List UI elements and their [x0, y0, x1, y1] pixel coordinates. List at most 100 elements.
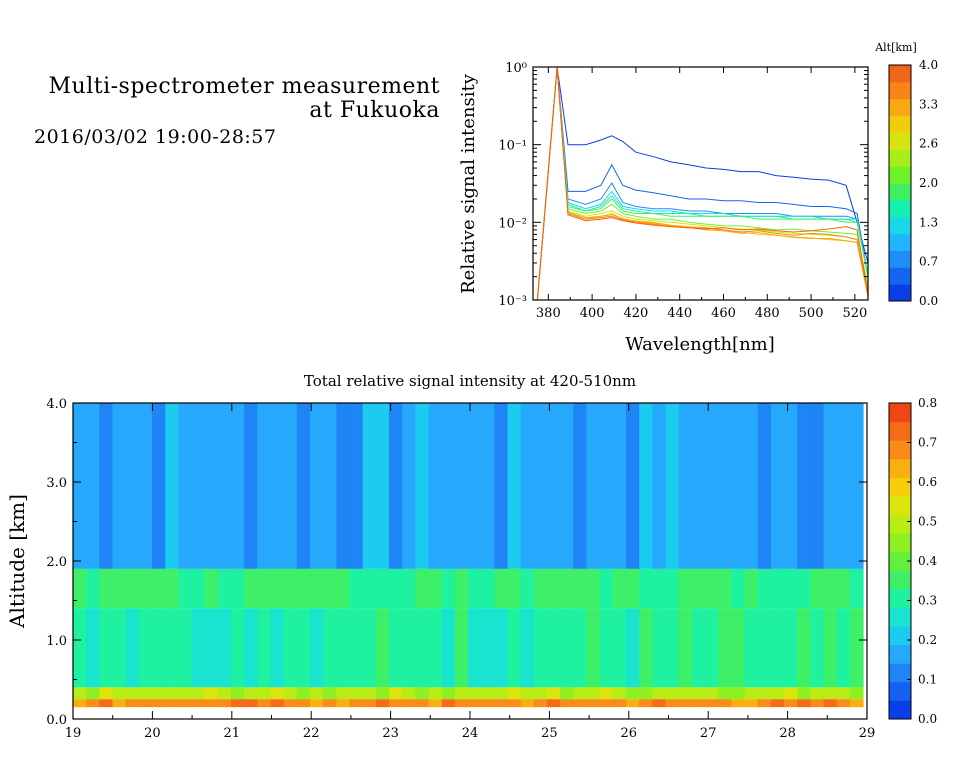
heatmap-cell-free-troposphere: [296, 403, 311, 569]
heatmap-cell-cloud-band: [296, 568, 311, 609]
heatmap-cell-surface-layer: [283, 699, 298, 708]
page-title-line1: Multi-spectrometer measurement: [48, 74, 440, 99]
spectrum-x-tick-label: 460: [711, 306, 736, 321]
heatmap-cell-cloud-band: [810, 568, 825, 609]
heatmap-cell-cloud-band: [718, 568, 732, 609]
heatmap-cell-surface-layer: [849, 699, 864, 708]
heatmap-cell-aerosol-layer-mid: [283, 608, 298, 688]
heatmap-cell-cloud-band: [507, 568, 522, 609]
heatmap-cell-cloud-band: [797, 568, 811, 609]
heatmap-cell-free-troposphere: [362, 403, 377, 569]
heatmap-cell-free-troposphere: [547, 403, 561, 569]
heatmap-cell-free-troposphere: [652, 403, 667, 569]
heatmap-cell-aerosol-layer-lower: [415, 687, 430, 700]
heatmap-cell-surface-layer: [599, 699, 614, 708]
heatmap-cell-surface-layer: [296, 699, 311, 708]
heatmap-cell-free-troposphere: [389, 403, 403, 569]
heatmap-cell-free-troposphere: [323, 403, 337, 569]
heatmap-cell-cloud-band: [389, 568, 403, 609]
heatmap-cell-aerosol-layer-mid: [389, 608, 403, 688]
heatmap-cell-surface-layer: [191, 699, 206, 708]
heatmap-cell-surface-layer: [468, 699, 482, 708]
heatmap-cell-surface-layer: [231, 699, 245, 708]
heatmap-cell-surface-layer: [560, 699, 574, 708]
heatmap-x-tick-label: 29: [859, 726, 876, 741]
heatmap-colorbar-swatch: [889, 477, 911, 497]
heatmap-cell-aerosol-layer-mid: [626, 608, 640, 688]
heatmap-cell-aerosol-layer-mid: [99, 608, 114, 688]
heatmap-cell-cloud-band: [533, 568, 548, 609]
heatmap-cell-aerosol-layer-mid: [547, 608, 561, 688]
heatmap-cell-aerosol-layer-lower: [810, 687, 825, 700]
heatmap-cell-cloud-band: [441, 568, 456, 609]
heatmap-cell-free-troposphere: [138, 403, 153, 569]
spectrum-colorbar-label: 4.0: [919, 58, 938, 72]
heatmap-cell-surface-layer: [810, 699, 825, 708]
heatmap-cell-aerosol-layer-mid: [678, 608, 693, 688]
heatmap-cell-surface-layer: [402, 699, 416, 708]
heatmap-cell-aerosol-layer-lower: [310, 687, 324, 700]
heatmap-cell-aerosol-layer-mid: [836, 608, 851, 688]
heatmap-cell-aerosol-layer-mid: [415, 608, 430, 688]
heatmap-cell-surface-layer: [270, 699, 285, 708]
heatmap-colorbar-label: 0.0: [918, 712, 937, 726]
heatmap-colorbar-label: 0.4: [918, 554, 937, 568]
heatmap-cell-aerosol-layer-lower: [375, 687, 390, 700]
heatmap-colorbar-swatch: [889, 644, 911, 664]
heatmap-cell-free-troposphere: [257, 403, 272, 569]
spectrum-y-tick-label: 10⁰: [505, 61, 527, 76]
heatmap-cell-free-troposphere: [125, 403, 140, 569]
heatmap-cell-cloud-band: [86, 568, 100, 609]
spectrum-colorbar-swatch: [889, 81, 911, 100]
heatmap-cell-aerosol-layer-lower: [691, 687, 706, 700]
spectrum-colorbar-swatch: [889, 65, 911, 83]
heatmap-cell-cloud-band: [586, 568, 601, 609]
heatmap-cell-aerosol-layer-mid: [257, 608, 272, 688]
heatmap-cell-free-troposphere: [533, 403, 548, 569]
heatmap-cell-aerosol-layer-lower: [718, 687, 732, 700]
heatmap-cell-aerosol-layer-lower: [99, 687, 114, 700]
heatmap-cell-aerosol-layer-mid: [665, 608, 680, 688]
heatmap-cell-aerosol-layer-mid: [349, 608, 364, 688]
heatmap-cell-aerosol-layer-lower: [112, 687, 127, 700]
heatmap-cell-aerosol-layer-lower: [283, 687, 298, 700]
heatmap-cell-free-troposphere: [784, 403, 798, 569]
heatmap-cell-cloud-band: [323, 568, 337, 609]
spectrum-colorbar-swatch: [889, 233, 911, 251]
heatmap-x-tick-label: 26: [621, 726, 638, 741]
spectrum-colorbar-label: 3.3: [919, 97, 938, 111]
heatmap-cell-free-troposphere: [639, 403, 653, 569]
heatmap-cell-free-troposphere: [797, 403, 811, 569]
heatmap-x-tick-label: 21: [224, 726, 241, 741]
spectrum-colorbar-title: Alt[km]: [874, 41, 917, 54]
spectrum-series-line-7: [536, 67, 868, 300]
heatmap-cell-free-troposphere: [810, 403, 825, 569]
heatmap-y-tick-label: 0.0: [46, 713, 67, 728]
heatmap-cell-aerosol-layer-lower: [244, 687, 258, 700]
heatmap-cell-aerosol-layer-lower: [389, 687, 403, 700]
heatmap-cell-cloud-band: [244, 568, 258, 609]
spectrum-series-line-4: [536, 67, 868, 300]
heatmap-cell-aerosol-layer-lower: [336, 687, 351, 700]
heatmap-cell-aerosol-layer-mid: [112, 608, 127, 688]
spectrum-y-tick-label: 10⁻¹: [498, 139, 527, 154]
heatmap-cell-aerosol-layer-mid: [599, 608, 614, 688]
spectrum-series-line-10: [536, 67, 868, 300]
spectrum-y-tick-label: 10⁻²: [498, 216, 527, 231]
spectrum-colorbar-swatch: [889, 166, 911, 184]
page-title-line2: at Fukuoka: [309, 98, 440, 123]
heatmap-cell-free-troposphere: [573, 403, 588, 569]
heatmap-cell-aerosol-layer-mid: [652, 608, 667, 688]
spectrum-series-line-2: [536, 67, 868, 300]
heatmap-cell-aerosol-layer-lower: [481, 687, 495, 700]
heatmap-cell-surface-layer: [784, 699, 798, 708]
spectrum-colorbar-swatch: [889, 199, 911, 218]
heatmap-cell-free-troposphere: [823, 403, 838, 569]
heatmap-cell-free-troposphere: [718, 403, 732, 569]
heatmap-cell-aerosol-layer-lower: [705, 687, 719, 700]
heatmap-cell-aerosol-layer-lower: [639, 687, 653, 700]
heatmap-cell-aerosol-layer-mid: [507, 608, 522, 688]
spectrum-series-line-6: [536, 67, 868, 300]
heatmap-cell-free-troposphere: [310, 403, 324, 569]
heatmap-cell-cloud-band: [415, 568, 430, 609]
